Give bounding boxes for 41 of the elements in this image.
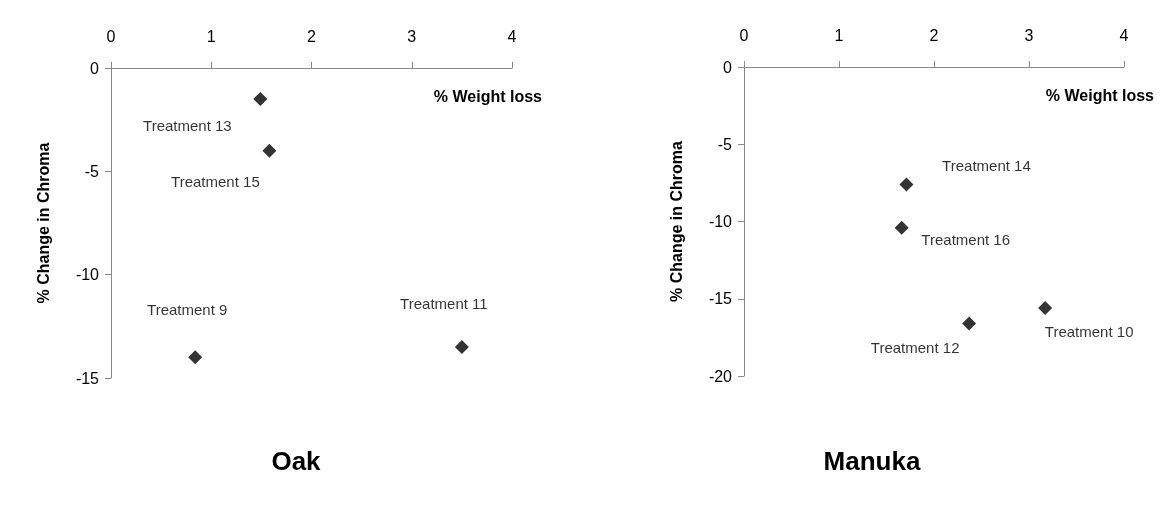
y-tick-label: 0 — [90, 59, 100, 77]
x-tick-label: 4 — [1119, 26, 1129, 44]
y-axis-title: % Change in Chroma — [34, 142, 52, 304]
x-tick-label: 2 — [307, 27, 317, 45]
point — [1038, 301, 1053, 316]
point — [262, 143, 277, 158]
annotation: Treatment 12 — [870, 338, 960, 356]
y-tick-label: -5 — [84, 162, 100, 180]
annotation: Treatment 13 — [143, 116, 232, 134]
y-tick-label: -10 — [708, 213, 733, 230]
x-tick-label: 3 — [1024, 26, 1034, 44]
y-tick-label: -10 — [75, 266, 100, 284]
annotation: Treatment 10 — [1044, 322, 1134, 340]
x-axis-title: % Weight loss — [433, 87, 543, 105]
x-tick-label: 1 — [834, 26, 844, 44]
text: Oak — [271, 446, 322, 476]
text: Manuka — [823, 446, 921, 476]
annotation: Treatment 14 — [942, 156, 1031, 174]
y-tick-label: 0 — [723, 58, 733, 76]
annotation: Treatment 9 — [147, 300, 228, 318]
point — [899, 177, 914, 192]
point — [894, 220, 909, 235]
x-tick-label: 0 — [739, 26, 749, 44]
x-tick-label: 3 — [407, 27, 417, 45]
y-tick-label: -5 — [717, 135, 733, 153]
x-tick-label: 2 — [929, 26, 939, 44]
x-tick-label: 4 — [507, 27, 517, 45]
x-tick-label: 1 — [206, 27, 216, 45]
annotation: Treatment 16 — [921, 231, 1011, 249]
x-tick-label: 0 — [106, 27, 116, 45]
annotation: Treatment 15 — [171, 173, 260, 191]
point — [454, 340, 469, 354]
point — [188, 350, 203, 365]
point — [253, 92, 268, 106]
x-axis-title: % Weight loss — [1045, 86, 1155, 104]
point — [962, 316, 977, 331]
annotation: Treatment 11 — [400, 294, 488, 312]
y-tick-label: -15 — [708, 290, 733, 308]
y-tick-label: -15 — [75, 369, 100, 387]
y-axis-title: % Change in Chroma — [667, 140, 685, 302]
y-tick-label: -20 — [708, 367, 733, 385]
